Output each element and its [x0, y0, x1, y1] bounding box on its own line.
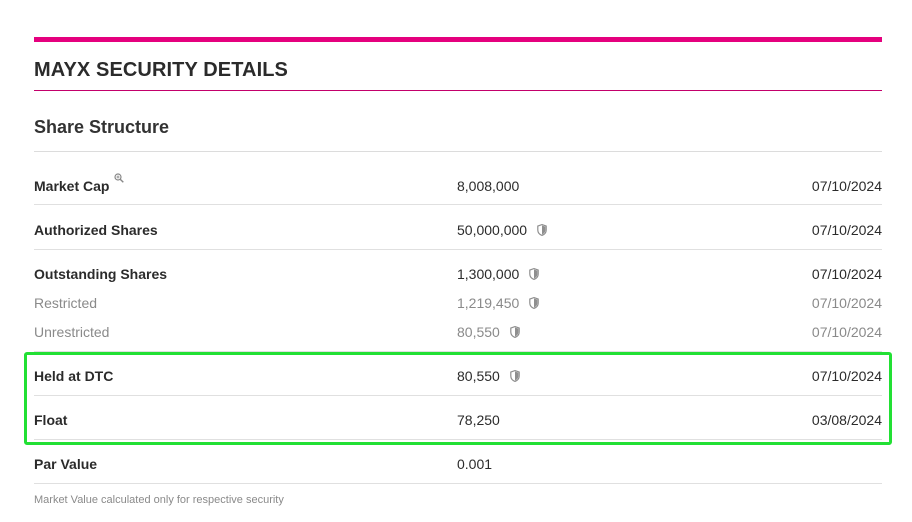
row-divider: [34, 249, 882, 250]
authorized-shares-value: 50,000,000: [457, 222, 528, 238]
row-label: Held at DTC: [34, 368, 114, 384]
section-divider: [34, 151, 882, 152]
row-value: 80,550: [457, 323, 520, 341]
row-label: Par Value: [34, 456, 98, 472]
held-at-dtc-value: 80,550: [457, 368, 500, 384]
shield-icon[interactable]: [529, 297, 540, 309]
accent-bar: [34, 37, 882, 42]
shield-icon[interactable]: [510, 370, 520, 382]
row-label: Outstanding Shares: [34, 266, 168, 282]
shield-icon[interactable]: [537, 224, 547, 236]
row-date: 07/10/2024: [811, 266, 882, 282]
restricted-value: 1,219,450: [457, 295, 520, 311]
footnote: Market Value calculated only for respect…: [34, 494, 284, 506]
page-title: MAYX SECURITY DETAILS: [34, 59, 288, 81]
row-date: 07/10/2024: [811, 368, 882, 384]
magnifier-icon[interactable]: [114, 173, 125, 183]
security-details-header: MAYX SECURITY DETAILS: [34, 37, 882, 91]
row-value: 0.001: [457, 456, 493, 472]
row-label: Authorized Shares: [34, 222, 158, 238]
shield-icon[interactable]: [529, 268, 540, 280]
row-date: 07/10/2024: [811, 178, 882, 194]
row-date: 07/10/2024: [811, 222, 882, 238]
row-divider: [34, 439, 882, 440]
row-divider: [34, 351, 882, 352]
row-label: Restricted: [34, 295, 98, 311]
row-value: 1,300,000: [457, 265, 540, 283]
row-value: 1,219,450: [457, 294, 540, 312]
highlight-box: [24, 352, 892, 445]
row-date: 03/08/2024: [811, 412, 882, 428]
row-value: 78,250: [457, 412, 500, 428]
row-label: Market Cap: [34, 173, 125, 195]
title-divider: [34, 90, 882, 91]
row-value: 80,550: [457, 367, 520, 385]
unrestricted-value: 80,550: [457, 324, 500, 340]
outstanding-shares-value: 1,300,000: [457, 266, 520, 282]
row-label: Float: [34, 412, 68, 428]
row-date: 07/10/2024: [811, 295, 882, 311]
row-value: 8,008,000: [457, 178, 520, 194]
row-value: 50,000,000: [457, 221, 547, 239]
row-label: Unrestricted: [34, 324, 110, 340]
shield-icon[interactable]: [510, 326, 520, 338]
row-divider: [34, 204, 882, 205]
row-date: 07/10/2024: [811, 324, 882, 340]
row-divider: [34, 395, 882, 396]
market-cap-label: Market Cap: [34, 178, 110, 194]
section-title: Share Structure: [34, 117, 170, 137]
row-divider: [34, 483, 882, 484]
